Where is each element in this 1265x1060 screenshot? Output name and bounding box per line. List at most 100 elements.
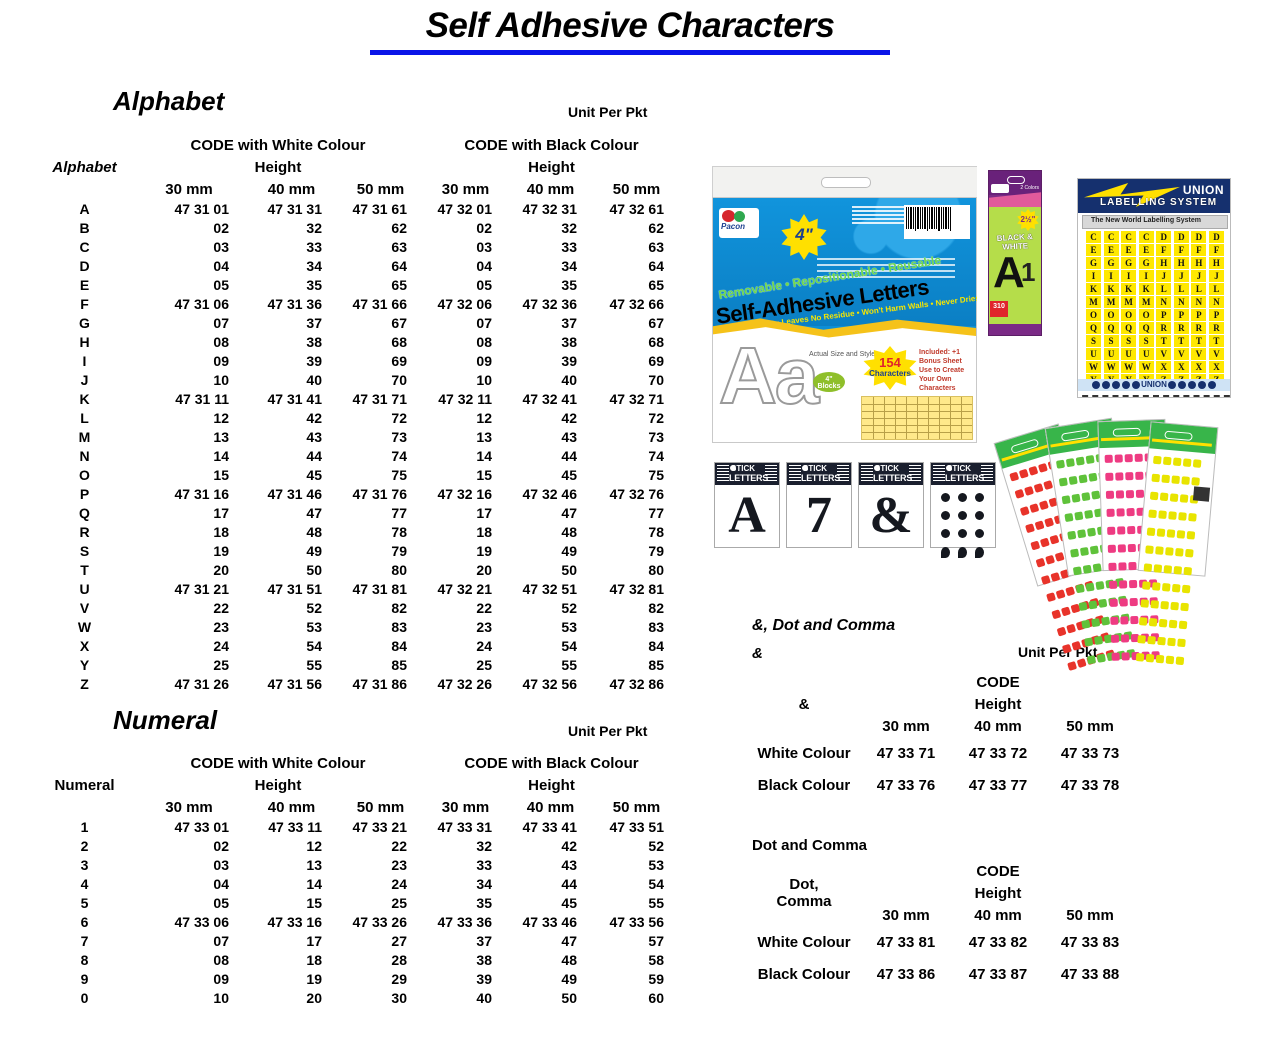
chart-rule xyxy=(884,397,885,439)
code-cell-white-40: 20 xyxy=(306,990,322,1006)
dot-icon xyxy=(1117,544,1126,553)
alphabet-letter: X xyxy=(79,638,90,654)
comma-icon xyxy=(958,547,967,558)
code-cell-black-50: 47 32 61 xyxy=(609,201,665,217)
code-cell-white-50: 23 xyxy=(391,857,407,873)
dot-icon xyxy=(1025,523,1036,534)
dot-section-heading: Dot and Comma xyxy=(752,837,868,854)
code-cell-black-40: 49 xyxy=(561,971,577,987)
code-cell-white-50: 63 xyxy=(391,239,407,255)
code-cell-black-50: 53 xyxy=(648,857,664,873)
dot-icon xyxy=(1066,623,1077,634)
union-letter-cell: K xyxy=(1138,283,1154,295)
product-image-stick-letters-pack: STICK LETTERS A xyxy=(714,462,780,548)
dot-icon xyxy=(1051,609,1062,620)
union-letter-cell: Q xyxy=(1086,322,1101,334)
dot-icon xyxy=(1182,458,1192,467)
union-letter-cell: O xyxy=(1086,309,1101,321)
dot-icon xyxy=(1126,507,1135,517)
dot-icon xyxy=(1058,477,1068,487)
pack-actual-size-note: Actual Size and Style xyxy=(809,351,876,358)
code-cell-white-40: 39 xyxy=(306,353,322,369)
union-letter-cell: L xyxy=(1208,283,1224,295)
code-cell-white-30: 15 xyxy=(213,467,229,483)
code-cell-black-30: 15 xyxy=(476,467,492,483)
dot-icon xyxy=(1009,471,1020,482)
code-cell-white-30: 10 xyxy=(213,372,229,388)
stick-letters-header: STICK LETTERS xyxy=(787,463,851,485)
code-cell-black-30: 47 32 21 xyxy=(437,581,493,597)
table-row: Q 17 47 77 17 47 77 xyxy=(36,504,680,523)
code-cell-black-30: 10 xyxy=(476,372,492,388)
pacon-logo: Pacon xyxy=(719,208,759,238)
dot-icon xyxy=(1070,548,1080,558)
alphabet-letter: G xyxy=(79,315,90,331)
code-cell-white-50: 82 xyxy=(391,600,407,616)
bw-size-starburst: 2½" xyxy=(1017,209,1039,231)
code-cell-white-30: 47 31 21 xyxy=(174,581,230,597)
alphabet-letter: B xyxy=(79,220,90,236)
dot-icon xyxy=(1104,454,1113,463)
code-cell-white-30: 20 xyxy=(213,562,229,578)
numeral-digit: 4 xyxy=(80,876,89,892)
amp-black-30: 47 33 76 xyxy=(876,776,936,794)
dot-icon xyxy=(1171,583,1181,593)
dot-icon xyxy=(1159,492,1169,502)
union-letter-cell: W xyxy=(1103,361,1119,373)
dot-icon xyxy=(1146,527,1156,537)
numeral-section-heading: Numeral xyxy=(113,705,218,735)
numeral-group-black: CODE with Black Colour xyxy=(464,754,639,772)
code-cell-white-50: 47 31 86 xyxy=(352,676,408,692)
amp-white-50: 47 33 73 xyxy=(1060,744,1120,762)
code-cell-white-50: 83 xyxy=(391,619,407,635)
dot-icon xyxy=(1033,483,1044,493)
alphabet-letter: H xyxy=(79,334,90,350)
numeral-height-white-30: 30 mm xyxy=(165,798,213,816)
dot-icon xyxy=(1044,517,1055,528)
union-letter-cell: H xyxy=(1156,257,1172,269)
dot-icon xyxy=(1039,537,1050,548)
union-letter-cell: R xyxy=(1208,322,1224,334)
union-letter-cell: M xyxy=(1103,296,1119,308)
code-cell-white-30: 12 xyxy=(213,410,229,426)
dot-icon xyxy=(1137,635,1146,644)
numeral-height-black-50: 50 mm xyxy=(612,798,661,816)
union-letter-cell: D xyxy=(1208,231,1224,243)
dot-icon xyxy=(1055,589,1066,600)
dot-icon xyxy=(1105,472,1114,481)
code-cell-black-30: 38 xyxy=(476,952,492,968)
table-row: White Colour 47 33 71 47 33 72 47 33 73 xyxy=(748,737,1136,769)
code-cell-white-30: 47 31 01 xyxy=(174,201,230,217)
union-letter-cell: O xyxy=(1138,309,1154,321)
alphabet-letter: T xyxy=(80,562,89,578)
union-letter-cell: C xyxy=(1138,231,1154,243)
union-letter-cell: M xyxy=(1121,296,1137,308)
dot-icon xyxy=(1067,660,1078,671)
code-cell-black-30: 47 33 31 xyxy=(437,819,493,835)
dot-icon xyxy=(1085,454,1095,465)
dot-icon xyxy=(1079,546,1090,557)
dot-icon xyxy=(1091,618,1101,628)
dot-icon xyxy=(1040,574,1051,585)
code-cell-white-40: 34 xyxy=(306,258,322,274)
chart-rule xyxy=(873,397,874,439)
code-cell-black-50: 75 xyxy=(648,467,664,483)
dot-icon xyxy=(1089,545,1099,555)
chart-rule xyxy=(928,397,929,439)
union-letter-cell: L xyxy=(1191,283,1207,295)
dot-icon xyxy=(1050,571,1061,582)
dot-icon xyxy=(1128,579,1138,589)
dot-icon xyxy=(1086,655,1097,665)
stick-sample-character: 7 xyxy=(806,487,832,544)
code-cell-black-50: 47 32 66 xyxy=(609,296,665,312)
table-row: 8 08 18 28 38 48 58 xyxy=(36,951,680,970)
dot-icon xyxy=(1018,468,1029,479)
pack-size-oval-text: 4" Blocks xyxy=(817,376,841,390)
dot-icon xyxy=(1065,586,1076,597)
code-cell-white-30: 13 xyxy=(213,429,229,445)
chart-rule xyxy=(961,397,962,439)
alphabet-height-white: Height xyxy=(254,158,302,176)
code-cell-white-40: 47 33 11 xyxy=(268,819,322,835)
numeral-digit: 7 xyxy=(80,933,89,949)
